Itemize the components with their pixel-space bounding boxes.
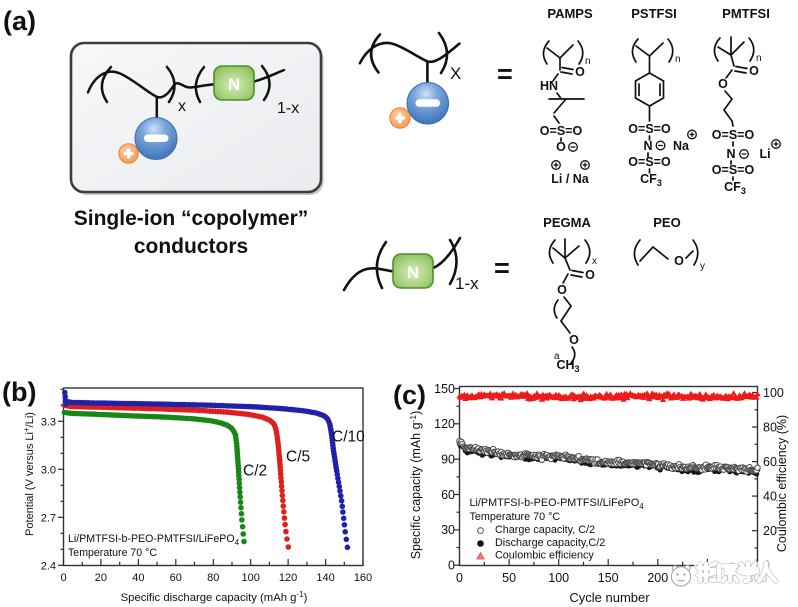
- svg-text:O=S=O: O=S=O: [540, 124, 583, 138]
- svg-text:2.7: 2.7: [41, 512, 56, 524]
- svg-text:PAMPS: PAMPS: [547, 6, 593, 21]
- svg-text:2.4: 2.4: [41, 560, 56, 572]
- svg-text:20: 20: [95, 572, 107, 584]
- svg-text:Cycle number: Cycle number: [569, 590, 650, 605]
- svg-text:Li: Li: [759, 147, 770, 161]
- svg-text:40: 40: [763, 489, 777, 503]
- svg-text:PSTFSI: PSTFSI: [631, 6, 677, 21]
- svg-text:conductors: conductors: [134, 235, 248, 258]
- svg-text:CH3: CH3: [556, 358, 579, 374]
- svg-text:PMTFSI: PMTFSI: [722, 6, 770, 21]
- svg-text:200: 200: [647, 571, 668, 585]
- svg-text:90: 90: [441, 453, 455, 467]
- svg-text:160: 160: [354, 572, 372, 584]
- svg-text:PEGMA: PEGMA: [543, 215, 591, 230]
- svg-text:n: n: [585, 56, 591, 67]
- svg-text:Single-ion “copolymer”: Single-ion “copolymer”: [74, 207, 309, 230]
- svg-text:Potential (V versus Li+/Li): Potential (V versus Li+/Li): [22, 412, 36, 536]
- svg-text:O: O: [718, 77, 728, 91]
- svg-text:(c): (c): [393, 380, 426, 410]
- svg-text:O=S=O: O=S=O: [628, 155, 671, 169]
- svg-text:CF3: CF3: [724, 180, 746, 196]
- svg-text:Specific discharge capacity (m: Specific discharge capacity (mAh g-1): [121, 590, 308, 604]
- svg-text:120: 120: [279, 572, 297, 584]
- svg-text:0: 0: [448, 559, 455, 573]
- svg-text:100: 100: [548, 571, 569, 585]
- svg-text:Coulombic efficiency: Coulombic efficiency: [495, 550, 594, 562]
- svg-text:y: y: [700, 261, 705, 272]
- svg-text:Temperature 70 °C: Temperature 70 °C: [68, 547, 157, 559]
- svg-text:(a): (a): [3, 6, 36, 36]
- svg-text:O: O: [749, 64, 759, 78]
- svg-text:O: O: [575, 65, 585, 79]
- svg-text:n: n: [675, 54, 681, 65]
- svg-text:Temperature 70 °C: Temperature 70 °C: [470, 511, 561, 523]
- svg-text:X: X: [450, 64, 461, 83]
- svg-text:Coulombic efficiency (%): Coulombic efficiency (%): [775, 415, 789, 552]
- svg-text:N: N: [407, 263, 419, 282]
- svg-text:O: O: [556, 140, 566, 154]
- svg-text:Specific capacity (mAh g-1): Specific capacity (mAh g-1): [408, 411, 423, 560]
- svg-text:Li/PMTFSI-b-PEO-PMTFSI/LiFePO4: Li/PMTFSI-b-PEO-PMTFSI/LiFePO4: [68, 533, 240, 547]
- svg-text:O: O: [569, 333, 579, 347]
- svg-text:N: N: [726, 147, 735, 161]
- svg-text:PEO: PEO: [653, 215, 680, 230]
- svg-text:Discharge capacity,C/2: Discharge capacity,C/2: [495, 537, 605, 549]
- svg-text:40: 40: [132, 572, 144, 584]
- svg-text:100: 100: [763, 386, 784, 400]
- svg-text:O: O: [674, 254, 684, 268]
- svg-text:=: =: [494, 253, 510, 283]
- svg-text:n: n: [756, 53, 762, 64]
- svg-text:3.3: 3.3: [41, 416, 56, 428]
- svg-text:O=S=O: O=S=O: [712, 163, 755, 177]
- svg-text:O=S=O: O=S=O: [628, 122, 671, 136]
- svg-text:N: N: [643, 139, 652, 153]
- svg-text:CF3: CF3: [640, 172, 662, 188]
- svg-text:Na: Na: [673, 139, 690, 153]
- svg-text:50: 50: [502, 571, 516, 585]
- svg-text:60: 60: [441, 488, 455, 502]
- svg-text:Li / Na: Li / Na: [551, 172, 590, 186]
- svg-text:3.0: 3.0: [41, 464, 56, 476]
- svg-text:20: 20: [763, 524, 777, 538]
- svg-text:0: 0: [60, 572, 66, 584]
- svg-text:O=S=O: O=S=O: [712, 128, 755, 142]
- svg-text:a: a: [554, 351, 560, 362]
- svg-text:1-x: 1-x: [455, 274, 479, 293]
- svg-text:140: 140: [316, 572, 334, 584]
- svg-text:C/10: C/10: [332, 429, 365, 446]
- svg-text:150: 150: [434, 382, 455, 396]
- svg-text:150: 150: [598, 571, 619, 585]
- svg-text:100: 100: [242, 572, 260, 584]
- svg-text:30: 30: [441, 523, 455, 537]
- svg-text:Charge capacity, C/2: Charge capacity, C/2: [495, 524, 595, 536]
- svg-text:O: O: [557, 283, 567, 297]
- svg-text:60: 60: [763, 455, 777, 469]
- svg-text:Li/PMTFSI-b-PEO-PMTFSI/LiFePO4: Li/PMTFSI-b-PEO-PMTFSI/LiFePO4: [470, 497, 645, 511]
- svg-text:O: O: [585, 268, 595, 282]
- svg-text:0: 0: [456, 571, 463, 585]
- svg-text:120: 120: [434, 417, 455, 431]
- svg-text:x: x: [592, 256, 597, 267]
- svg-text:80: 80: [763, 420, 777, 434]
- svg-text:60: 60: [170, 572, 182, 584]
- svg-text:N: N: [228, 75, 240, 94]
- svg-text:80: 80: [207, 572, 219, 584]
- svg-text:=: =: [497, 59, 513, 89]
- svg-text:1-x: 1-x: [277, 100, 299, 117]
- svg-text:x: x: [178, 98, 186, 115]
- svg-text:HN: HN: [540, 79, 558, 93]
- svg-text:(b): (b): [2, 377, 36, 407]
- svg-text:C/5: C/5: [286, 449, 310, 466]
- svg-text:C/2: C/2: [243, 463, 267, 480]
